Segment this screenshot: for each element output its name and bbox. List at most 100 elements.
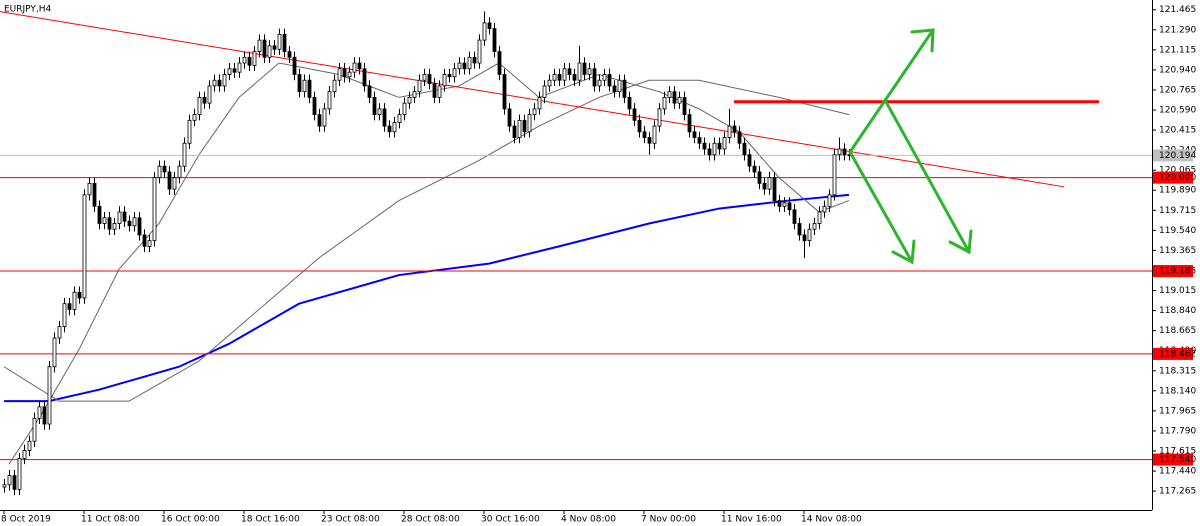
y-tick-label: 120.940 xyxy=(1159,65,1196,75)
arrow-head xyxy=(910,28,935,53)
candle-body xyxy=(32,417,37,442)
candle-body xyxy=(107,217,112,230)
y-tick-label: 117.440 xyxy=(1159,467,1196,477)
candle-body xyxy=(147,240,152,247)
candle-body xyxy=(277,33,282,50)
candle-body xyxy=(557,74,562,81)
candle-body xyxy=(612,85,617,93)
candle-body xyxy=(52,337,57,368)
candle-body xyxy=(547,79,552,87)
level-label-box xyxy=(1153,453,1193,466)
x-tick-label: 16 Oct 00:00 xyxy=(161,515,220,525)
candle-body xyxy=(672,91,677,104)
candle-body xyxy=(187,119,192,144)
y-tick-label: 118.315 xyxy=(1159,366,1196,376)
candle-body xyxy=(702,142,707,150)
candle-body xyxy=(447,74,452,78)
candle-body xyxy=(432,83,437,98)
candle-body xyxy=(807,228,812,242)
candle-body xyxy=(42,406,47,425)
candle-body xyxy=(287,51,292,58)
candle-body xyxy=(167,171,172,190)
candle-body xyxy=(102,217,107,224)
candle-body xyxy=(202,97,207,104)
candle-body xyxy=(827,194,832,207)
candle-body xyxy=(297,74,302,93)
candle-body xyxy=(537,97,542,110)
candle-body xyxy=(472,56,477,64)
x-tick-label: 11 Oct 08:00 xyxy=(81,515,140,525)
candle-body xyxy=(642,131,647,138)
candle-body xyxy=(467,56,472,70)
candle-body xyxy=(82,194,87,299)
candle-body xyxy=(222,74,227,87)
candle-body xyxy=(387,125,392,133)
candle-body xyxy=(397,114,402,124)
candle-body xyxy=(172,177,177,190)
candle-body xyxy=(482,22,487,41)
x-tick-label: 23 Oct 08:00 xyxy=(321,515,380,525)
candle-body xyxy=(17,458,22,490)
candle-body xyxy=(77,291,82,299)
candle-body xyxy=(142,234,147,247)
y-tick-label: 120.590 xyxy=(1159,106,1196,116)
candle-body xyxy=(812,223,817,230)
candle-body xyxy=(12,475,17,490)
candle-body xyxy=(587,68,592,75)
candle-body xyxy=(217,79,222,87)
candle-body xyxy=(792,209,797,224)
candle-body xyxy=(247,56,252,66)
candle-body xyxy=(252,51,257,66)
candle-body xyxy=(652,125,657,144)
candle-body xyxy=(422,74,427,81)
candle-body xyxy=(692,131,697,138)
candle-body xyxy=(442,74,447,87)
candle-body xyxy=(97,205,102,224)
plot: 121.465 121.290 121.115 120.940 120.765 120.5… xyxy=(0,5,1196,525)
candle-body xyxy=(487,22,492,30)
candle-body xyxy=(747,154,752,167)
arrow-head xyxy=(948,229,973,255)
candle-body xyxy=(417,79,422,93)
y-tick-label: 121.115 xyxy=(1159,45,1196,55)
x-tick-label: 30 Oct 16:00 xyxy=(481,515,540,525)
candle-body xyxy=(407,97,412,104)
candle-body xyxy=(137,217,142,236)
level-label: 120.194 xyxy=(1159,151,1196,161)
candle-body xyxy=(667,91,672,98)
candle-body xyxy=(87,182,92,196)
candle-body xyxy=(27,440,32,451)
candle-body xyxy=(772,177,777,201)
y-tick-label: 117.265 xyxy=(1159,487,1196,497)
candle-body xyxy=(727,125,732,138)
candle-body xyxy=(367,85,372,98)
candle-body xyxy=(622,79,627,98)
candle-body xyxy=(347,71,352,78)
candle-body xyxy=(717,142,722,150)
candle-body xyxy=(567,68,572,75)
candle-body xyxy=(392,122,397,133)
overlay-line xyxy=(3,79,850,402)
candle-body xyxy=(152,177,157,242)
y-tick-label: 119.015 xyxy=(1159,286,1196,296)
candle-body xyxy=(307,79,312,98)
candle-body xyxy=(522,119,527,133)
y-tick-label: 118.840 xyxy=(1159,306,1196,316)
candle-body xyxy=(507,108,512,127)
candle-body xyxy=(372,97,377,116)
y-tick-label: 117.615 xyxy=(1159,446,1196,456)
candle-body xyxy=(752,165,757,173)
level-label-box xyxy=(1153,171,1193,184)
candle-body xyxy=(212,79,217,87)
candle-body xyxy=(607,74,612,87)
candle-body xyxy=(627,97,632,110)
candle-body xyxy=(592,68,597,87)
candle-body xyxy=(37,406,42,419)
candle-body xyxy=(342,68,347,78)
level-label: 117.540 xyxy=(1159,455,1196,465)
candle-body xyxy=(477,39,482,64)
arrow xyxy=(848,28,935,154)
overlay-lines xyxy=(0,11,1099,465)
x-tick-label: 11 Nov 16:00 xyxy=(721,515,782,525)
candle-body xyxy=(57,326,62,339)
